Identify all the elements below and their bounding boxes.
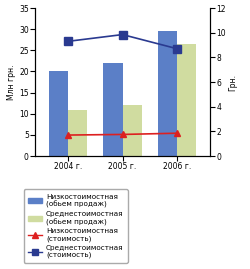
- Legend: Низкостоимостная
(обьем продаж), Среднестоимостная
(обьем продаж), Низкостоимост: Низкостоимостная (обьем продаж), Среднес…: [24, 189, 128, 263]
- Bar: [49, 72, 68, 156]
- Bar: [68, 109, 87, 156]
- Bar: [103, 63, 122, 156]
- Bar: [122, 105, 142, 156]
- Y-axis label: Млн грн.: Млн грн.: [7, 64, 16, 100]
- Bar: [177, 44, 196, 156]
- Bar: [158, 31, 177, 156]
- Y-axis label: Грн.: Грн.: [229, 73, 238, 91]
